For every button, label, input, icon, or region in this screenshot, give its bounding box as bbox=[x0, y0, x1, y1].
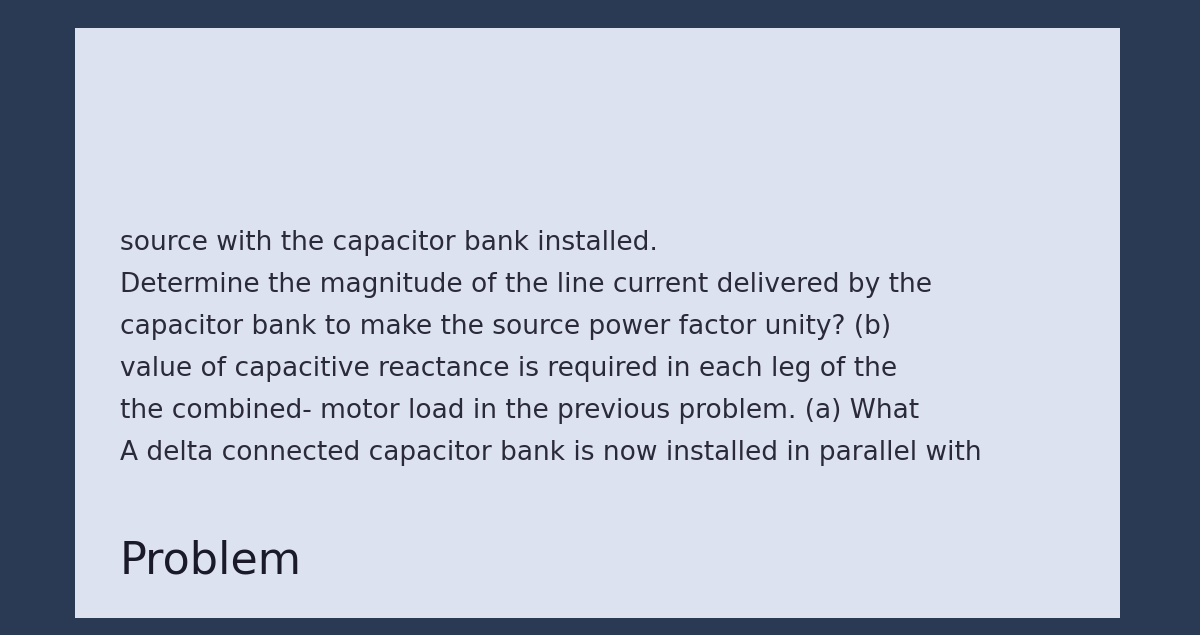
Text: A delta connected capacitor bank is now installed in parallel with: A delta connected capacitor bank is now … bbox=[120, 440, 982, 466]
Text: capacitor bank to make the source power factor unity? (b): capacitor bank to make the source power … bbox=[120, 314, 892, 340]
Text: Problem: Problem bbox=[120, 540, 302, 583]
Text: the combined- motor load in the previous problem. (a) What: the combined- motor load in the previous… bbox=[120, 398, 919, 424]
Text: value of capacitive reactance is required in each leg of the: value of capacitive reactance is require… bbox=[120, 356, 898, 382]
Text: Determine the magnitude of the line current delivered by the: Determine the magnitude of the line curr… bbox=[120, 272, 932, 298]
FancyBboxPatch shape bbox=[74, 28, 1120, 618]
Text: source with the capacitor bank installed.: source with the capacitor bank installed… bbox=[120, 230, 658, 256]
